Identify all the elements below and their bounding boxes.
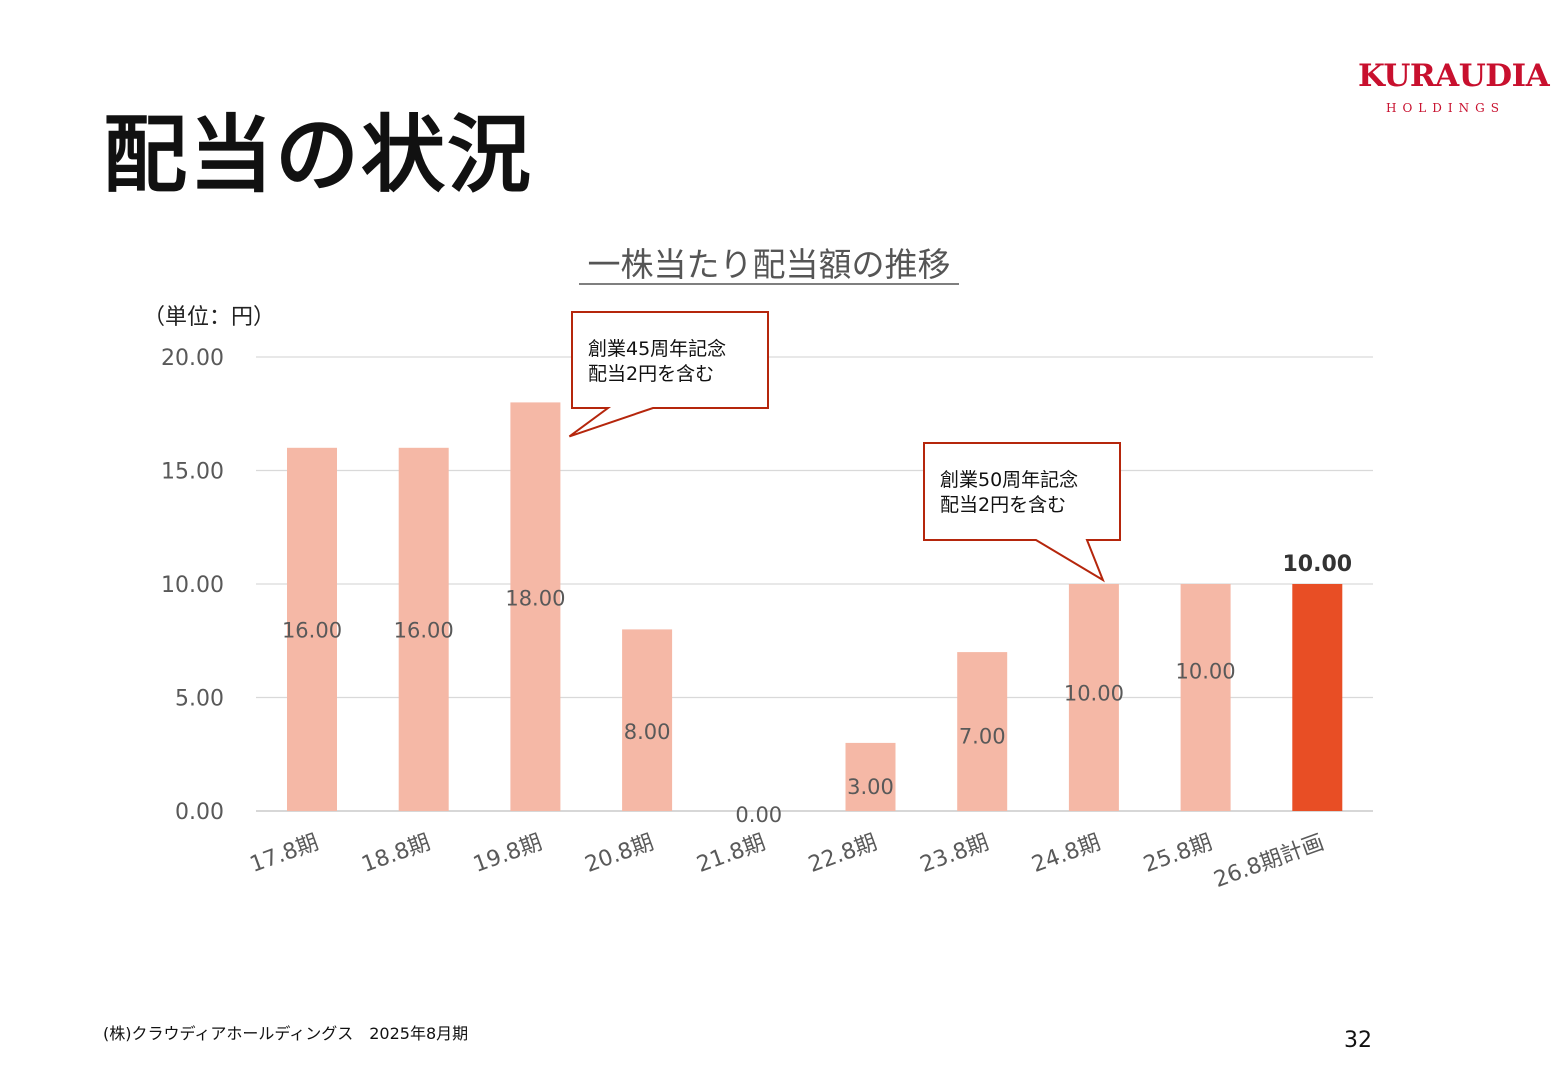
value-label: 16.00: [394, 618, 454, 642]
bar-17.8期: [287, 447, 337, 811]
bar-25.8期: [1180, 584, 1231, 811]
x-tick-label: 25.8期: [1140, 830, 1215, 878]
x-tick-label: 22.8期: [805, 830, 880, 878]
bar-18.8期: [398, 447, 449, 811]
bar-23.8期: [957, 652, 1008, 811]
y-tick-label: 15.00: [161, 460, 224, 485]
logo-subtitle: HOLDINGS: [1386, 101, 1505, 115]
y-tick-label: 0.00: [175, 800, 224, 825]
value-label: 8.00: [624, 720, 671, 744]
x-tick-label: 21.8期: [694, 830, 769, 878]
value-label: 18.00: [505, 587, 565, 611]
y-tick-label: 10.00: [161, 573, 224, 598]
value-label: 10.00: [1064, 682, 1124, 706]
callout-box: [568, 311, 769, 438]
page-number: 32: [1344, 1028, 1372, 1053]
bar-19.8期: [510, 402, 561, 811]
chart-title: 一株当たり配当額の推移: [588, 245, 951, 284]
bar-26.8期計画: [1292, 584, 1343, 811]
value-label: 10.00: [1283, 552, 1353, 577]
page-title: 配当の状況: [103, 106, 534, 204]
bar-20.8期: [622, 629, 673, 811]
company-logo: KURAUDIA HOLDINGS: [1358, 58, 1550, 124]
value-label: 16.00: [282, 618, 342, 642]
x-tick-label: 17.8期: [247, 830, 322, 878]
x-tick-label: 24.8期: [1029, 830, 1104, 878]
value-label: 7.00: [959, 725, 1006, 749]
callout-text: 配当2円を含む: [588, 363, 714, 385]
footer-company: (株)クラウディアホールディングス 2025年8月期: [103, 1024, 469, 1043]
x-tick-label: 20.8期: [582, 830, 657, 878]
callout-text: 創業45周年記念: [588, 337, 726, 360]
bar-22.8期: [845, 742, 896, 811]
logo-wordmark: KURAUDIA: [1358, 58, 1550, 94]
y-tick-label: 5.00: [175, 687, 224, 712]
value-label: 3.00: [847, 775, 894, 799]
x-tick-label: 26.8期計画: [1211, 830, 1328, 893]
value-label: 10.00: [1176, 660, 1236, 684]
callout-text: 配当2円を含む: [940, 494, 1066, 516]
x-tick-label: 18.8期: [358, 830, 433, 878]
unit-label: （単位：円）: [143, 305, 275, 330]
y-tick-label: 20.00: [161, 346, 224, 371]
dividend-bar-chart: 一株当たり配当額の推移 （単位：円） 0.00 5.00 10.00 15.00 20.00…: [143, 245, 1373, 893]
value-label: 0.00: [735, 803, 782, 827]
bar-24.8期: [1068, 584, 1119, 811]
callout-text: 創業50周年記念: [940, 468, 1078, 491]
x-tick-label: 23.8期: [917, 830, 992, 878]
x-tick-label: 19.8期: [470, 830, 545, 878]
callout-box: [923, 442, 1121, 583]
